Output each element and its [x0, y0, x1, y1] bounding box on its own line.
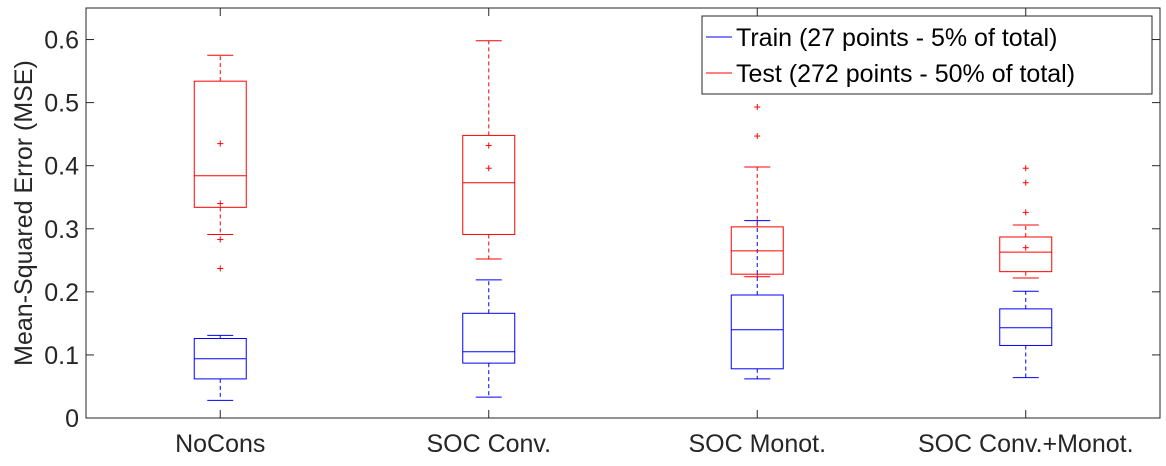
x-tick-label: SOC Conv.+Monot.	[918, 430, 1134, 458]
x-tick-label: SOC Monot.	[688, 430, 826, 458]
iqr-box	[462, 312, 516, 364]
y-tick-label: 0.3	[44, 216, 79, 244]
x-tick-label: SOC Conv.	[426, 430, 551, 458]
boxes-layer	[193, 40, 1053, 401]
box-train-3	[999, 290, 1053, 379]
outlier-point	[217, 265, 224, 272]
iqr-box	[462, 134, 516, 235]
y-tick-label: 0.4	[44, 153, 79, 181]
outlier-point	[485, 142, 492, 149]
outlier-point	[485, 165, 492, 172]
y-axis-label: Mean-Squared Error (MSE)	[10, 60, 38, 366]
iqr-box	[999, 308, 1053, 346]
box-train-2	[730, 220, 784, 380]
legend-label-train: Train (27 points - 5% of total)	[736, 24, 1057, 52]
x-tick-label: NoCons	[175, 430, 265, 458]
axes-layer: 0 0.1 0.2 0.3 0.4 0.5 0.6 NoCons SOC Conv. SOC Mo…	[44, 8, 1160, 458]
box-test-2	[730, 104, 784, 278]
outlier-point	[1022, 179, 1029, 186]
outlier-point	[754, 133, 761, 140]
y-tick-label: 0	[65, 405, 79, 433]
box-test-1	[462, 40, 516, 260]
outlier-point	[1022, 244, 1029, 251]
outlier-point	[1022, 165, 1029, 172]
box-test-0	[193, 54, 247, 272]
y-tick-label: 0.2	[44, 279, 79, 307]
y-tick-label: 0.6	[44, 27, 79, 55]
iqr-box	[999, 236, 1053, 273]
outlier-point	[217, 200, 224, 207]
y-tick-label: 0.5	[44, 90, 79, 118]
legend-box	[701, 15, 1153, 95]
box-test-3	[999, 165, 1053, 279]
outlier-point	[217, 140, 224, 147]
iqr-box	[193, 80, 247, 208]
iqr-box	[730, 294, 784, 370]
plot-frame	[85, 7, 1161, 419]
legend: Train (27 points - 5% of total) Test (27…	[701, 15, 1153, 95]
y-tick-label: 0.1	[44, 342, 79, 370]
box-train-0	[193, 334, 247, 401]
box-train-1	[462, 279, 516, 398]
outlier-point	[217, 236, 224, 243]
outlier-point	[1022, 209, 1029, 216]
outlier-point	[754, 104, 761, 111]
legend-label-test: Test (272 points - 50% of total)	[736, 60, 1075, 88]
